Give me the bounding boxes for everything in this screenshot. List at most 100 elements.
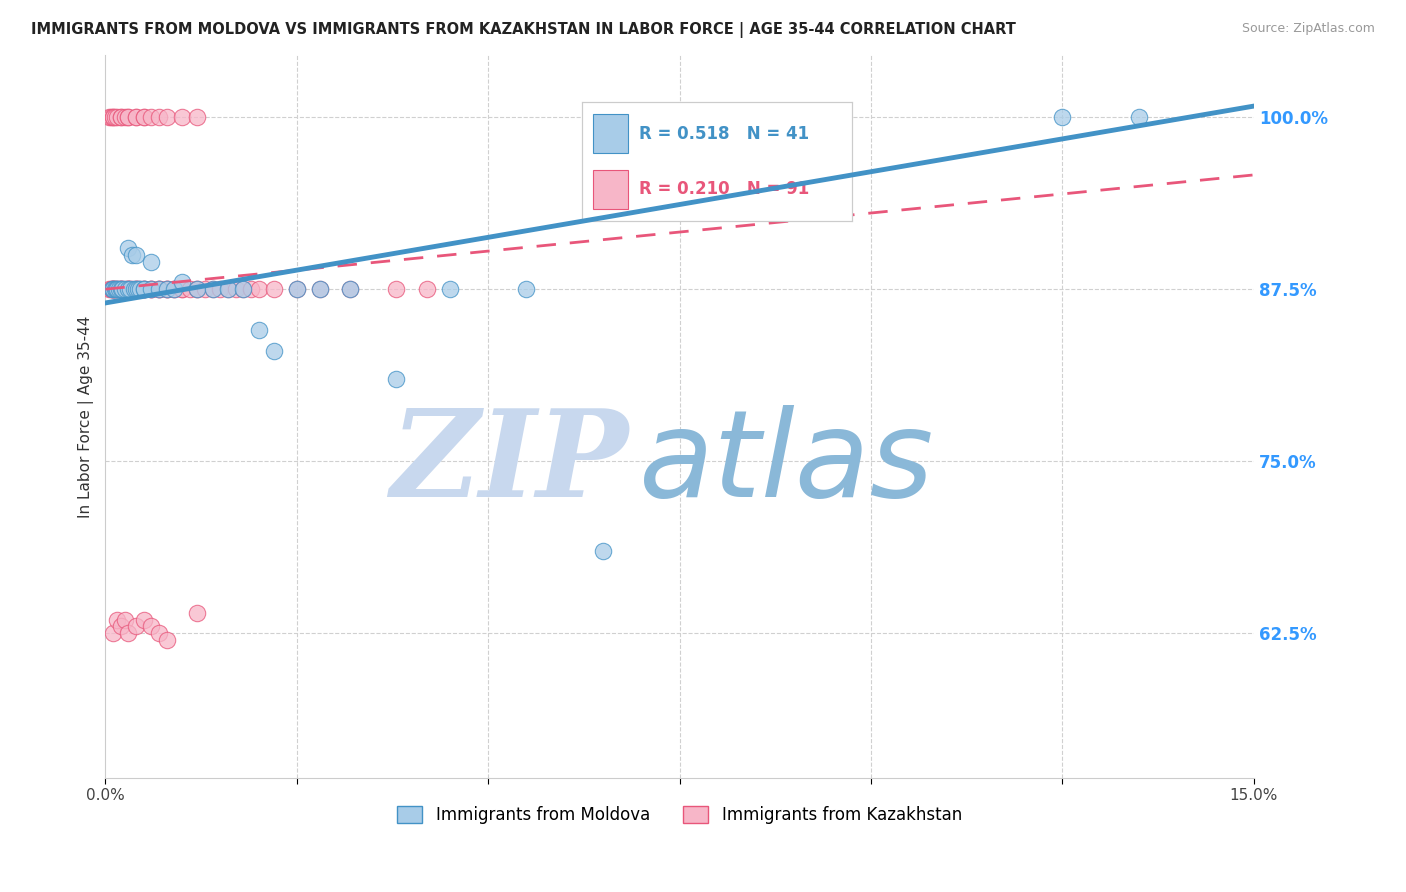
Point: [201, 282, 224, 296]
Point: [117, 110, 139, 124]
Point: [156, 633, 179, 648]
Point: [100, 282, 122, 296]
Point: [110, 110, 132, 124]
Point: [339, 282, 361, 296]
Point: [263, 282, 285, 296]
Point: [111, 282, 134, 296]
Point: [132, 282, 155, 296]
Point: [124, 282, 146, 296]
Point: [110, 282, 132, 296]
Text: IMMIGRANTS FROM MOLDOVA VS IMMIGRANTS FROM KAZAKHSTAN IN LABOR FORCE | AGE 35-44: IMMIGRANTS FROM MOLDOVA VS IMMIGRANTS FR…: [31, 22, 1015, 38]
Point: [156, 282, 179, 296]
Point: [121, 248, 143, 262]
Text: Source: ZipAtlas.com: Source: ZipAtlas.com: [1241, 22, 1375, 36]
Point: [132, 110, 155, 124]
Point: [117, 282, 139, 296]
Point: [1128, 110, 1150, 124]
Point: [385, 372, 408, 386]
Point: [308, 282, 330, 296]
Point: [101, 282, 124, 296]
Point: [163, 282, 186, 296]
Point: [125, 248, 148, 262]
Point: [117, 626, 139, 640]
Point: [132, 613, 155, 627]
Point: [105, 613, 128, 627]
Legend: Immigrants from Moldova, Immigrants from Kazakhstan: Immigrants from Moldova, Immigrants from…: [391, 799, 969, 831]
Point: [156, 282, 179, 296]
Point: [148, 282, 170, 296]
Point: [132, 110, 155, 124]
Point: [163, 282, 186, 296]
Point: [117, 241, 139, 255]
Point: [179, 282, 201, 296]
Point: [117, 110, 139, 124]
Point: [141, 282, 163, 296]
Point: [339, 282, 361, 296]
Point: [170, 275, 193, 289]
Point: [141, 282, 163, 296]
Point: [132, 282, 155, 296]
Point: [110, 282, 132, 296]
Point: [186, 282, 208, 296]
Point: [141, 282, 163, 296]
Point: [121, 282, 143, 296]
Point: [118, 282, 141, 296]
Point: [439, 282, 461, 296]
Point: [101, 110, 124, 124]
Point: [308, 282, 330, 296]
Point: [156, 282, 179, 296]
Point: [108, 282, 131, 296]
Point: [263, 344, 285, 359]
Point: [128, 282, 150, 296]
Point: [100, 110, 122, 124]
Point: [247, 323, 270, 337]
Point: [125, 282, 148, 296]
Point: [515, 282, 537, 296]
Point: [148, 282, 170, 296]
Point: [209, 282, 232, 296]
Point: [186, 606, 208, 620]
Point: [117, 282, 139, 296]
Point: [186, 282, 208, 296]
Point: [103, 110, 125, 124]
Point: [105, 282, 128, 296]
Point: [101, 282, 124, 296]
Point: [156, 282, 179, 296]
Point: [125, 619, 148, 633]
Point: [186, 110, 208, 124]
Point: [247, 282, 270, 296]
Point: [114, 613, 136, 627]
Point: [108, 282, 131, 296]
Point: [170, 282, 193, 296]
Point: [125, 110, 148, 124]
Point: [148, 626, 170, 640]
Point: [239, 282, 262, 296]
Point: [114, 282, 136, 296]
Point: [592, 543, 614, 558]
Point: [125, 282, 148, 296]
Point: [105, 110, 128, 124]
Point: [132, 282, 155, 296]
Point: [170, 282, 193, 296]
Point: [141, 110, 163, 124]
Point: [217, 282, 239, 296]
Text: ZIP: ZIP: [389, 404, 628, 523]
Point: [148, 282, 170, 296]
Point: [170, 110, 193, 124]
Point: [110, 619, 132, 633]
Point: [125, 110, 148, 124]
Point: [132, 282, 155, 296]
Point: [125, 282, 148, 296]
Text: atlas: atlas: [640, 405, 935, 522]
Point: [105, 282, 128, 296]
Point: [148, 282, 170, 296]
Point: [111, 282, 134, 296]
Point: [110, 110, 132, 124]
Point: [101, 282, 124, 296]
Point: [117, 282, 139, 296]
Point: [101, 110, 124, 124]
Point: [1052, 110, 1074, 124]
Point: [114, 282, 136, 296]
Point: [100, 282, 122, 296]
Point: [105, 282, 128, 296]
